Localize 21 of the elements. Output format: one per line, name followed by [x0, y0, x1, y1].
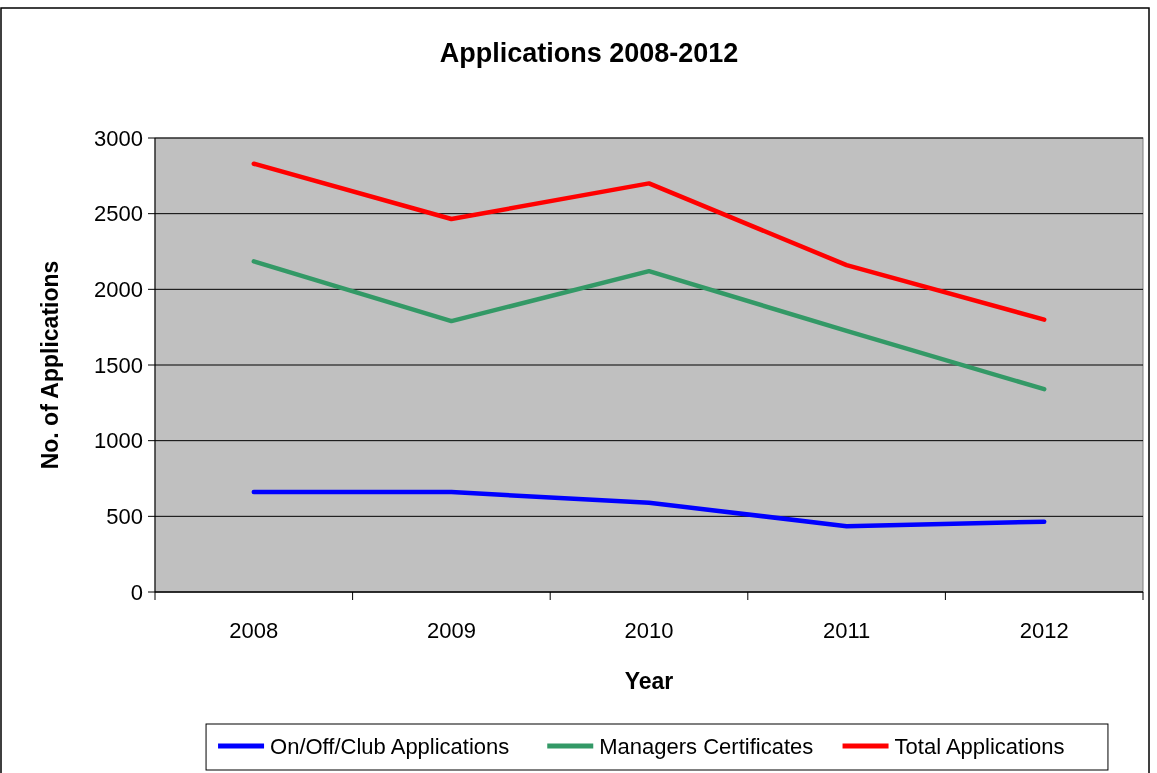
y-tick-label: 500: [106, 504, 143, 530]
y-tick-label: 1000: [94, 428, 143, 454]
legend-label: Managers Certificates: [599, 733, 814, 759]
y-tick-label: 0: [130, 579, 143, 605]
x-tick-label: 2010: [624, 618, 674, 643]
legend-label: On/Off/Club Applications: [270, 733, 510, 759]
line-series: [251, 259, 1047, 392]
y-tick-label: 1500: [94, 352, 143, 378]
x-axis-title: Year: [624, 668, 674, 694]
x-tick-label: 2012: [1019, 618, 1069, 643]
x-tick-label: 2008: [229, 618, 279, 643]
y-axis-title: No. of Applications: [37, 260, 63, 470]
line-series: [251, 489, 1047, 529]
y-tick-label: 2000: [94, 277, 143, 303]
y-tick-label: 3000: [94, 125, 143, 151]
legend-label: Total Applications: [894, 733, 1065, 759]
chart-title: Applications 2008-2012: [439, 38, 739, 68]
x-tick-label: 2011: [822, 618, 871, 643]
y-tick-label: 2500: [94, 201, 143, 227]
line-series: [251, 161, 1047, 322]
x-tick-label: 2009: [426, 618, 476, 643]
